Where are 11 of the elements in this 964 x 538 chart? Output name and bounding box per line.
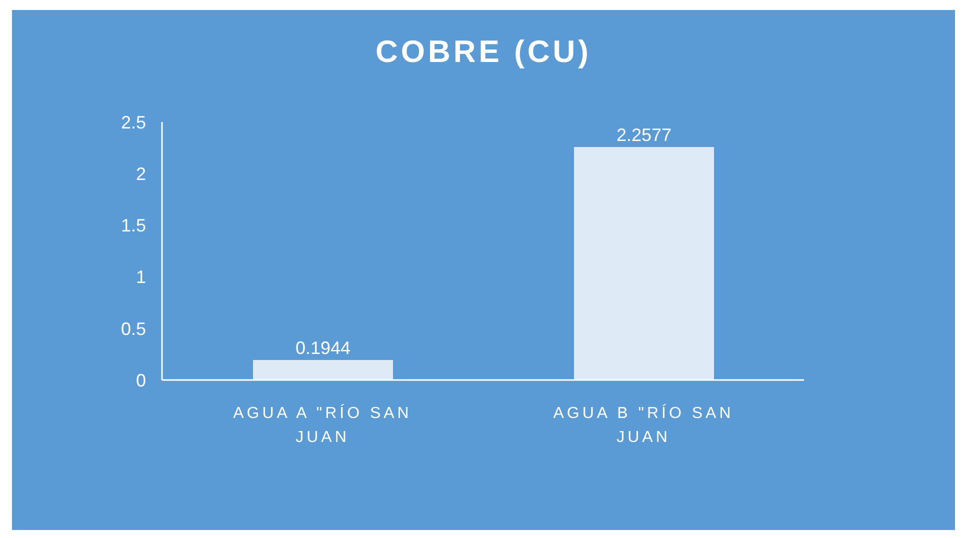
x-tick-label: AGUA B "RÍO SAN JUAN	[553, 404, 734, 446]
data-label: 2.2577	[616, 125, 672, 146]
data-label: 0.1944	[295, 338, 351, 358]
x-tick-label: AGUA A "RÍO SAN JUAN	[233, 404, 412, 446]
y-tick-label: 0.5	[120, 318, 146, 339]
y-tick-label: 2.5	[120, 112, 146, 132]
y-tick-label: 2	[136, 164, 146, 184]
y-tick-label: 1.5	[120, 216, 146, 236]
chart-title: COBRE (CU)	[374, 33, 592, 71]
y-tick-label: 1	[136, 267, 146, 288]
y-tick-label: 0	[136, 370, 146, 390]
